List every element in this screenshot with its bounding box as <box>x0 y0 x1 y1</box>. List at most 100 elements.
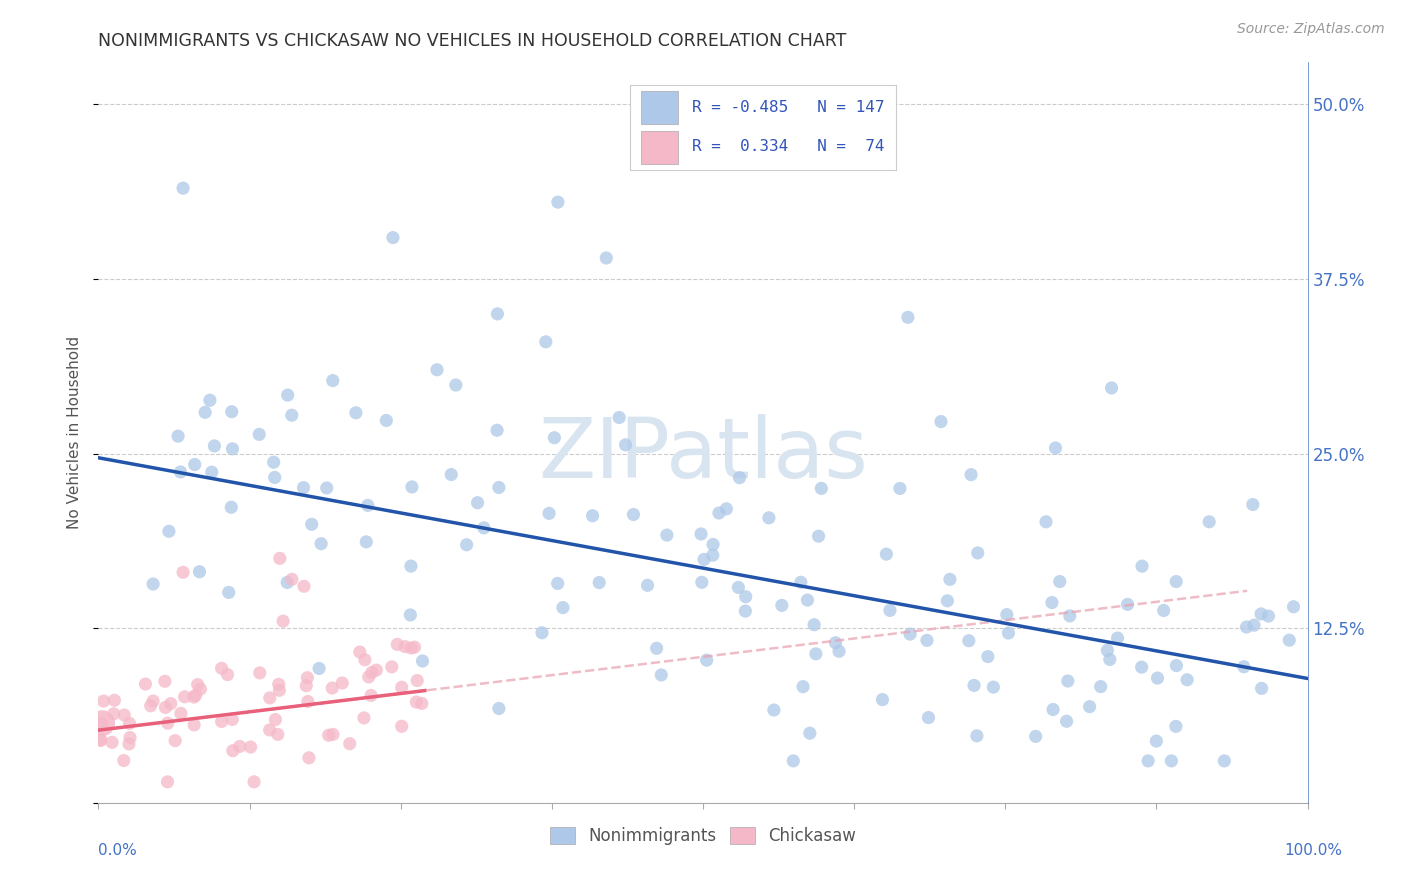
Point <box>228 739 250 754</box>
Point <box>897 310 920 325</box>
Point <box>357 670 380 684</box>
Point <box>156 775 179 789</box>
Point <box>939 572 962 586</box>
Point <box>1116 598 1139 612</box>
Point <box>607 410 630 425</box>
Point <box>406 673 429 688</box>
Point <box>401 480 423 494</box>
Point <box>1198 515 1220 529</box>
Point <box>782 754 804 768</box>
Point <box>165 733 187 747</box>
Point <box>90 733 112 747</box>
Point <box>292 481 315 495</box>
Point <box>183 690 205 704</box>
Point <box>770 599 793 613</box>
Point <box>217 667 239 681</box>
Point <box>790 575 813 590</box>
Point <box>267 677 290 691</box>
Point <box>472 521 495 535</box>
Point <box>239 739 262 754</box>
Point <box>276 575 298 590</box>
Point <box>581 508 603 523</box>
Point <box>221 442 243 456</box>
Point <box>1025 730 1047 744</box>
Point <box>354 653 377 667</box>
Point <box>91 716 114 731</box>
Point <box>353 711 375 725</box>
Point <box>486 423 509 437</box>
Point <box>298 751 321 765</box>
Point <box>1166 574 1188 589</box>
Point <box>360 689 382 703</box>
Point <box>810 481 832 495</box>
Point <box>263 470 285 484</box>
Point <box>387 637 409 651</box>
Point <box>269 683 291 698</box>
Point <box>707 506 730 520</box>
Point <box>211 714 233 729</box>
Point <box>322 727 344 741</box>
Point <box>221 713 243 727</box>
Point <box>1090 680 1112 694</box>
Point <box>1153 603 1175 617</box>
Point <box>807 529 830 543</box>
Point <box>243 775 266 789</box>
Point <box>167 429 190 443</box>
Point <box>1130 660 1153 674</box>
Point <box>222 744 245 758</box>
Point <box>444 378 467 392</box>
Point <box>762 703 785 717</box>
Point <box>297 694 319 708</box>
Point <box>727 581 749 595</box>
Point <box>1160 754 1182 768</box>
Point <box>957 633 980 648</box>
Point <box>405 695 427 709</box>
Point <box>93 694 115 708</box>
Point <box>118 737 141 751</box>
Point <box>357 499 380 513</box>
Point <box>267 727 290 741</box>
Point <box>281 408 304 422</box>
Point <box>1101 381 1123 395</box>
Point <box>1078 699 1101 714</box>
Point <box>637 578 659 592</box>
Point <box>966 729 988 743</box>
Point <box>488 701 510 715</box>
Point <box>1059 608 1081 623</box>
Point <box>309 537 332 551</box>
Point <box>91 716 114 731</box>
Text: 0.0%: 0.0% <box>98 843 138 858</box>
Point <box>889 482 911 496</box>
Point <box>218 585 240 599</box>
Point <box>758 511 780 525</box>
Text: ZIPatlas: ZIPatlas <box>538 414 868 495</box>
Point <box>318 728 340 742</box>
Point <box>142 577 165 591</box>
Point <box>1175 673 1198 687</box>
Point <box>917 710 939 724</box>
Point <box>399 559 422 574</box>
Point <box>198 393 221 408</box>
Point <box>157 524 180 539</box>
Point <box>440 467 463 482</box>
Point <box>486 307 509 321</box>
Point <box>728 471 751 485</box>
Point <box>301 517 323 532</box>
Point <box>804 647 827 661</box>
Point <box>169 465 191 479</box>
Point <box>1233 659 1256 673</box>
Point <box>543 431 565 445</box>
Point <box>690 527 713 541</box>
Point <box>824 636 846 650</box>
Point <box>426 363 449 377</box>
Point <box>1137 754 1160 768</box>
Point <box>190 681 212 696</box>
Point <box>1236 620 1258 634</box>
Point <box>381 660 404 674</box>
Point <box>170 706 193 721</box>
Point <box>184 458 207 472</box>
Point <box>1107 631 1129 645</box>
Point <box>404 640 426 654</box>
Point <box>153 674 176 689</box>
Point <box>211 661 233 675</box>
